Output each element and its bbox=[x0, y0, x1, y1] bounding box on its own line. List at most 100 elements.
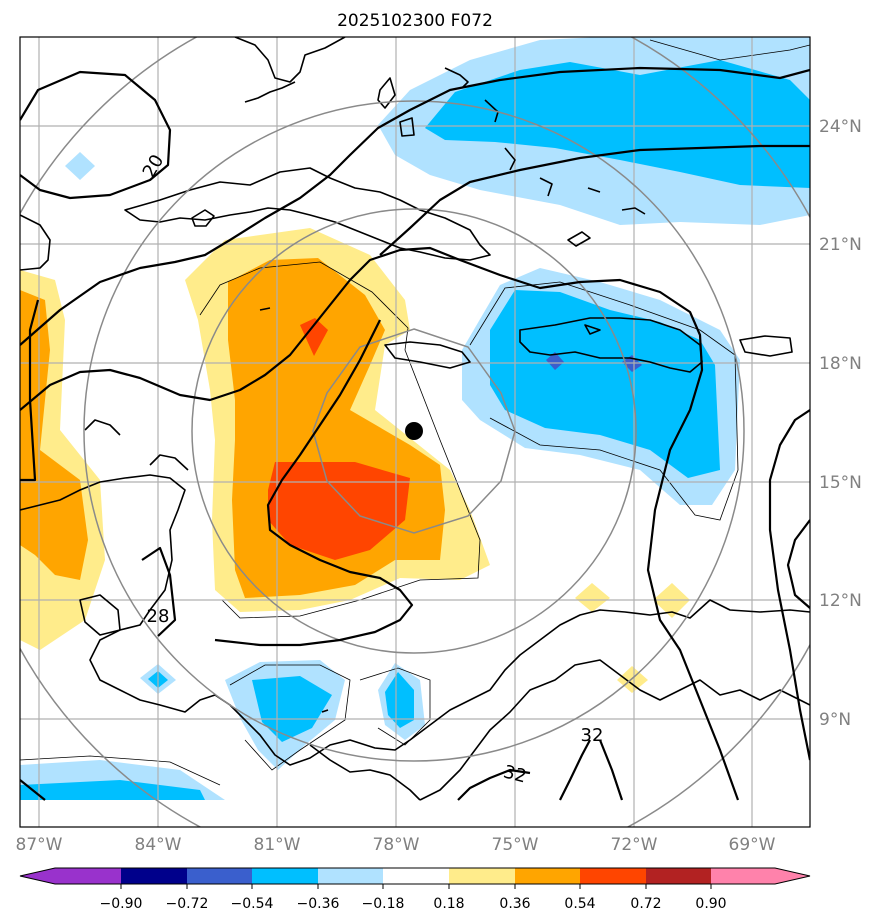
map-content: 20 28 32 32 bbox=[20, 37, 810, 827]
coast-bahamas-9 bbox=[567, 231, 591, 247]
lon-label-84: 84°W bbox=[135, 835, 182, 855]
thin-contour-4 bbox=[359, 667, 431, 746]
coast-florida bbox=[234, 37, 346, 83]
coast-tortuga bbox=[584, 324, 601, 335]
colorbar-tick-label-7: 0.36 bbox=[499, 896, 530, 912]
contour-southeast bbox=[786, 519, 810, 609]
colorbar-bin-2 bbox=[121, 868, 187, 884]
thin-contour-2 bbox=[469, 281, 739, 521]
colorbar-extend-high bbox=[775, 868, 810, 884]
contour-32-b bbox=[559, 739, 591, 801]
lat-label-12: 12°N bbox=[819, 591, 862, 611]
coast-panama bbox=[309, 744, 421, 801]
thin-contour-5 bbox=[20, 755, 221, 786]
lat-label-18: 18°N bbox=[819, 354, 862, 374]
positive-anomaly-diamond-1 bbox=[575, 583, 610, 612]
coast-san-andres bbox=[321, 709, 329, 713]
colorbar-outline bbox=[19, 867, 811, 885]
coast-isla-juventud bbox=[191, 209, 215, 227]
positive-anomaly-diamond-3 bbox=[617, 666, 648, 693]
colorbar-bin-5 bbox=[318, 868, 383, 884]
contour-bottom-left bbox=[20, 779, 46, 801]
ring-inner bbox=[312, 328, 516, 534]
positive-anomaly-central-red bbox=[268, 462, 410, 560]
coastlines bbox=[20, 37, 810, 801]
colorbar-tick-label-1: −0.90 bbox=[100, 896, 143, 912]
colorbar-tick-label-5: −0.18 bbox=[362, 896, 405, 912]
longitude-labels: 87°W 84°W 81°W 78°W 75°W 72°W 69°W bbox=[16, 835, 776, 855]
coast-jamaica bbox=[384, 341, 471, 369]
contour-label-28: 28 bbox=[147, 606, 170, 627]
lat-label-21: 21°N bbox=[819, 235, 862, 255]
colorbar: −0.90 −0.72 −0.54 −0.36 −0.18 0.18 0.36 … bbox=[19, 867, 811, 912]
colorbar-tick-label-10: 0.90 bbox=[695, 896, 726, 912]
lat-label-9: 9°N bbox=[819, 710, 851, 730]
contour-32-a bbox=[457, 768, 531, 801]
lon-label-72: 72°W bbox=[611, 835, 658, 855]
lon-label-81: 81°W bbox=[254, 835, 301, 855]
colorbar-ticks bbox=[120, 884, 712, 889]
colorbar-bin-11 bbox=[711, 868, 775, 884]
negative-anomaly-south-blue bbox=[252, 676, 332, 742]
figure-title: 2025102300 F072 bbox=[337, 11, 493, 31]
lon-label-87: 87°W bbox=[16, 835, 63, 855]
colorbar-bin-4 bbox=[252, 868, 318, 884]
contour-north bbox=[20, 66, 810, 346]
coast-honduras-bay bbox=[84, 419, 121, 436]
coast-bahamas-7 bbox=[587, 187, 601, 193]
coast-colombia bbox=[419, 659, 810, 801]
ring-middle bbox=[191, 208, 637, 654]
contour-main bbox=[20, 246, 740, 801]
lat-label-24: 24°N bbox=[819, 117, 862, 137]
storm-center-marker bbox=[405, 422, 423, 440]
coast-cayman bbox=[259, 307, 271, 311]
ring-outer bbox=[83, 100, 745, 762]
coast-puerto-rico bbox=[739, 335, 793, 357]
colorbar-bin-8 bbox=[515, 868, 580, 884]
latitude-labels: 24°N 21°N 18°N 15°N 12°N 9°N bbox=[819, 117, 862, 730]
coast-yucatan bbox=[20, 214, 51, 271]
colorbar-bin-7 bbox=[449, 868, 515, 884]
coast-bahamas-8 bbox=[621, 207, 646, 215]
coast-cuba bbox=[124, 167, 491, 261]
colorbar-extend-low bbox=[20, 868, 55, 884]
positive-anomaly-small-red bbox=[300, 318, 328, 356]
contour-northeast bbox=[379, 144, 810, 256]
lat-label-15: 15°N bbox=[819, 473, 862, 493]
coast-belize bbox=[149, 454, 189, 471]
coast-hispaniola bbox=[519, 317, 703, 373]
thin-contour-6 bbox=[649, 39, 810, 61]
colorbar-tick-label-8: 0.54 bbox=[564, 896, 595, 912]
negative-anomaly-deep-1 bbox=[546, 352, 564, 370]
thin-contour-1 bbox=[199, 261, 481, 619]
coast-nicaragua-lake bbox=[79, 594, 121, 636]
negative-anomaly-south-2-blue bbox=[385, 672, 414, 728]
distance-rings bbox=[20, 37, 810, 827]
negative-anomaly-northeast-blue bbox=[425, 60, 810, 188]
colorbar-tick-label-6: 0.18 bbox=[433, 896, 464, 912]
coast-bahamas-5 bbox=[504, 147, 516, 171]
colorbar-bin-6 bbox=[383, 868, 449, 884]
contour-28 bbox=[141, 546, 177, 637]
coast-florida-keys bbox=[244, 81, 296, 103]
contour-west-band bbox=[20, 299, 40, 482]
colorbar-tick-label-4: −0.36 bbox=[297, 896, 340, 912]
bold-contours bbox=[20, 66, 810, 801]
map-border bbox=[19, 36, 811, 828]
lon-label-78: 78°W bbox=[373, 835, 420, 855]
colorbar-bin-1 bbox=[55, 868, 121, 884]
colorbar-tick-label-9: 0.72 bbox=[630, 896, 661, 912]
negative-anomaly-east-blue bbox=[490, 290, 720, 478]
contour-loop bbox=[214, 319, 414, 647]
coast-bahamas-3 bbox=[444, 67, 469, 89]
colorbar-bin-9 bbox=[580, 868, 646, 884]
negative-anomaly-small-diamond bbox=[65, 152, 95, 180]
coast-central-america bbox=[20, 474, 810, 766]
contour-label-32-a: 32 bbox=[581, 725, 604, 746]
coast-bahamas-6 bbox=[539, 177, 553, 197]
coast-bahamas-2 bbox=[399, 117, 415, 137]
colorbar-bin-10 bbox=[646, 868, 711, 884]
contour-32-c bbox=[598, 739, 624, 801]
colorbar-tick-label-3: −0.54 bbox=[231, 896, 274, 912]
